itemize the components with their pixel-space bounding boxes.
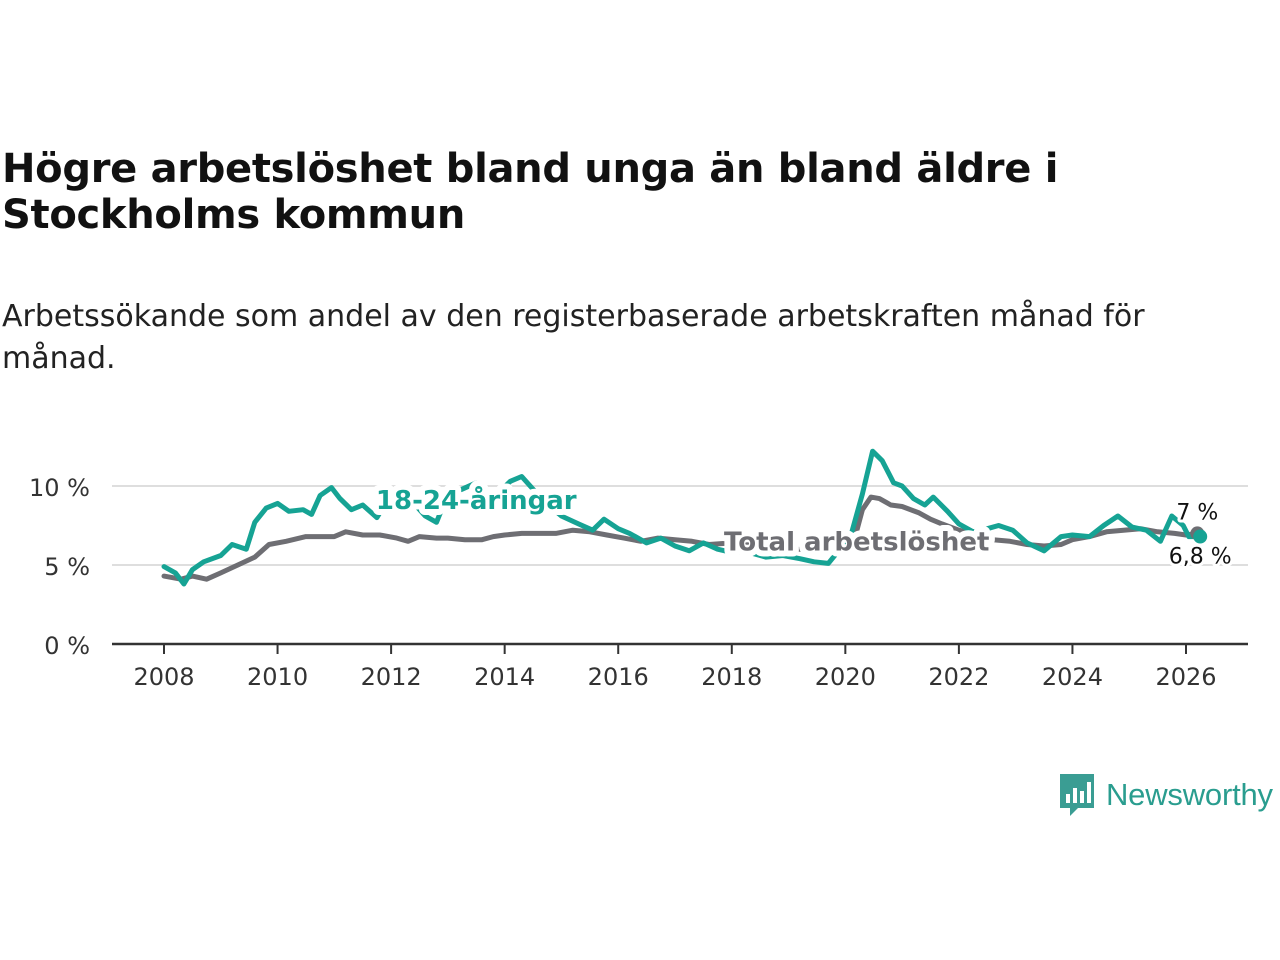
y-tick-label: 10 % xyxy=(29,474,90,502)
series-label-halo: Total arbetslöshet xyxy=(724,527,989,557)
x-tick-label: 2010 xyxy=(247,663,308,691)
x-axis: 2008 2010 2012 2014 2016 2018 2020 2022 2024 2026 xyxy=(112,642,1248,691)
grid-lines xyxy=(112,485,1248,566)
series-lines xyxy=(161,448,1203,587)
end-label: 6,8 % xyxy=(1169,545,1232,570)
x-tick-label: 2026 xyxy=(1155,663,1216,691)
series-line xyxy=(161,494,1200,582)
series-label: Total arbetslöshet xyxy=(724,527,989,557)
x-tick-label: 2014 xyxy=(474,663,535,691)
end-label: 7 % xyxy=(1176,500,1218,525)
x-tick-label: 2012 xyxy=(361,663,422,691)
end-marker xyxy=(1193,529,1208,544)
end-markers: 7 %7 %6,8 %6,8 % xyxy=(1166,497,1235,572)
x-tick-label: 2022 xyxy=(928,663,989,691)
brand-logo: Newsworthy xyxy=(1058,772,1273,818)
x-tick-label: 2008 xyxy=(133,663,194,691)
x-tick-label: 2016 xyxy=(588,663,649,691)
y-axis: 0 % 5 % 10 % xyxy=(29,474,90,660)
y-tick-label: 0 % xyxy=(44,632,90,660)
end-label-halo: 6,8 % xyxy=(1169,545,1232,570)
end-label-halo: 7 % xyxy=(1176,500,1218,525)
x-tick-label: 2024 xyxy=(1042,663,1103,691)
x-tick-label: 2020 xyxy=(815,663,876,691)
series-label: 18-24-åringar xyxy=(376,484,577,516)
series-label-halo: 18-24-åringar xyxy=(376,484,577,516)
bar-chart-speech-icon xyxy=(1060,774,1094,816)
page-title: Högre arbetslöshet bland unga än bland ä… xyxy=(2,146,1059,238)
x-tick-label: 2018 xyxy=(701,663,762,691)
y-tick-label: 5 % xyxy=(44,553,90,581)
page-subtitle: Arbetssökande som andel av den registerb… xyxy=(2,299,1145,376)
series-line xyxy=(161,448,1203,587)
brand-name: Newsworthy xyxy=(1106,777,1273,812)
